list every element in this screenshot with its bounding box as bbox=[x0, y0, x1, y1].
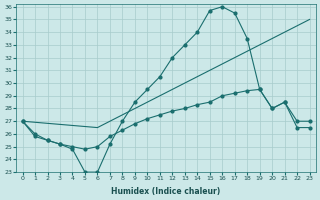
X-axis label: Humidex (Indice chaleur): Humidex (Indice chaleur) bbox=[111, 187, 221, 196]
